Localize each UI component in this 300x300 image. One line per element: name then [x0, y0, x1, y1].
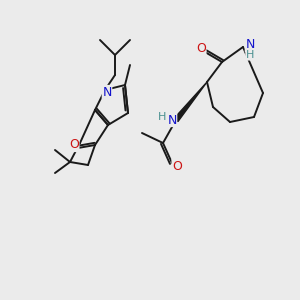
Text: O: O	[69, 139, 79, 152]
Polygon shape	[174, 82, 207, 122]
Text: O: O	[172, 160, 182, 172]
Text: H: H	[246, 50, 254, 60]
Text: H: H	[158, 112, 166, 122]
Text: N: N	[102, 85, 112, 98]
Text: N: N	[245, 38, 255, 52]
Text: N: N	[167, 113, 177, 127]
Text: O: O	[196, 41, 206, 55]
